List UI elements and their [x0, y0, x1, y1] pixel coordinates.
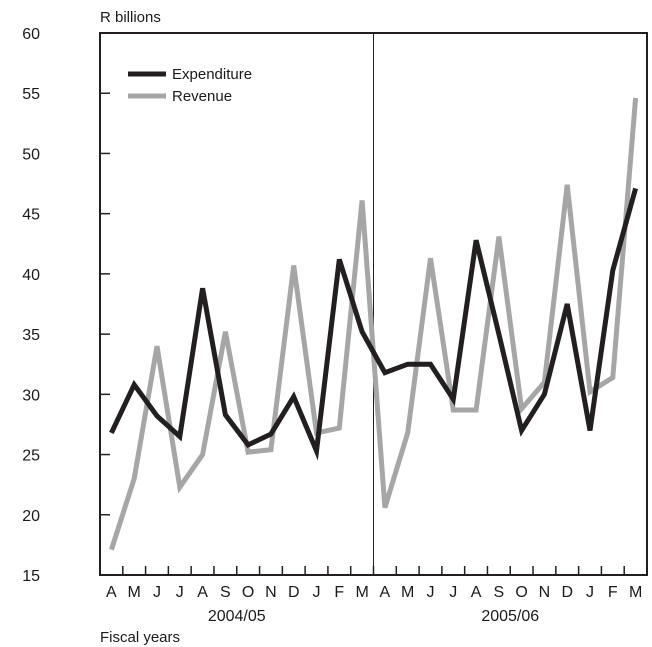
legend-label-revenue: Revenue [172, 88, 232, 105]
legend: Expenditure Revenue [128, 66, 252, 105]
x-tick-label: A [380, 584, 391, 601]
fiscal-year-label: 2004/05 [208, 608, 266, 625]
x-tick-label: A [471, 584, 482, 601]
y-axis: 15 20 25 30 35 40 45 50 55 60 [22, 26, 110, 585]
x-tick-label: M [355, 584, 368, 601]
x-tick-label: A [106, 584, 117, 601]
y-tick-label: 50 [22, 146, 40, 163]
y-tick-label: 15 [22, 568, 40, 585]
x-tick-label: F [334, 584, 344, 601]
series-layer [109, 97, 639, 551]
series-line-expenditure [109, 187, 639, 461]
x-tick-label: N [265, 584, 277, 601]
y-tick-label: 60 [22, 26, 40, 43]
x-tick-label: J [153, 584, 161, 601]
x-tick-label: A [197, 584, 208, 601]
fiscal-year-label: 2005/06 [481, 608, 539, 625]
y-axis-title: R billions [100, 9, 161, 26]
y-tick-label: 25 [22, 448, 40, 465]
y-tick-label: 30 [22, 387, 40, 404]
x-tick-label: N [539, 584, 551, 601]
y-tick-label: 45 [22, 207, 40, 224]
x-tick-label: D [561, 584, 573, 601]
x-tick-label: M [128, 584, 141, 601]
legend-label-expenditure: Expenditure [172, 66, 252, 83]
x-tick-label: D [288, 584, 300, 601]
x-tick-label: M [629, 584, 642, 601]
x-tick-label: O [515, 584, 527, 601]
y-tick-label: 40 [22, 267, 40, 284]
x-tick-label: O [242, 584, 254, 601]
x-tick-label: S [220, 584, 231, 601]
x-tick-label: F [608, 584, 618, 601]
y-tick-label: 20 [22, 508, 40, 525]
fiscal-year-labels: 2004/05 2005/06 [208, 608, 539, 625]
x-tick-label: J [426, 584, 434, 601]
x-tick-label: J [449, 584, 457, 601]
x-tick-label: J [586, 584, 594, 601]
y-tick-label: 55 [22, 86, 40, 103]
x-tick-label: J [176, 584, 184, 601]
y-tick-label: 35 [22, 327, 40, 344]
x-tick-label: J [313, 584, 321, 601]
x-axis-title: Fiscal years [100, 629, 180, 646]
x-tick-label: M [401, 584, 414, 601]
x-tick-label: S [494, 584, 505, 601]
